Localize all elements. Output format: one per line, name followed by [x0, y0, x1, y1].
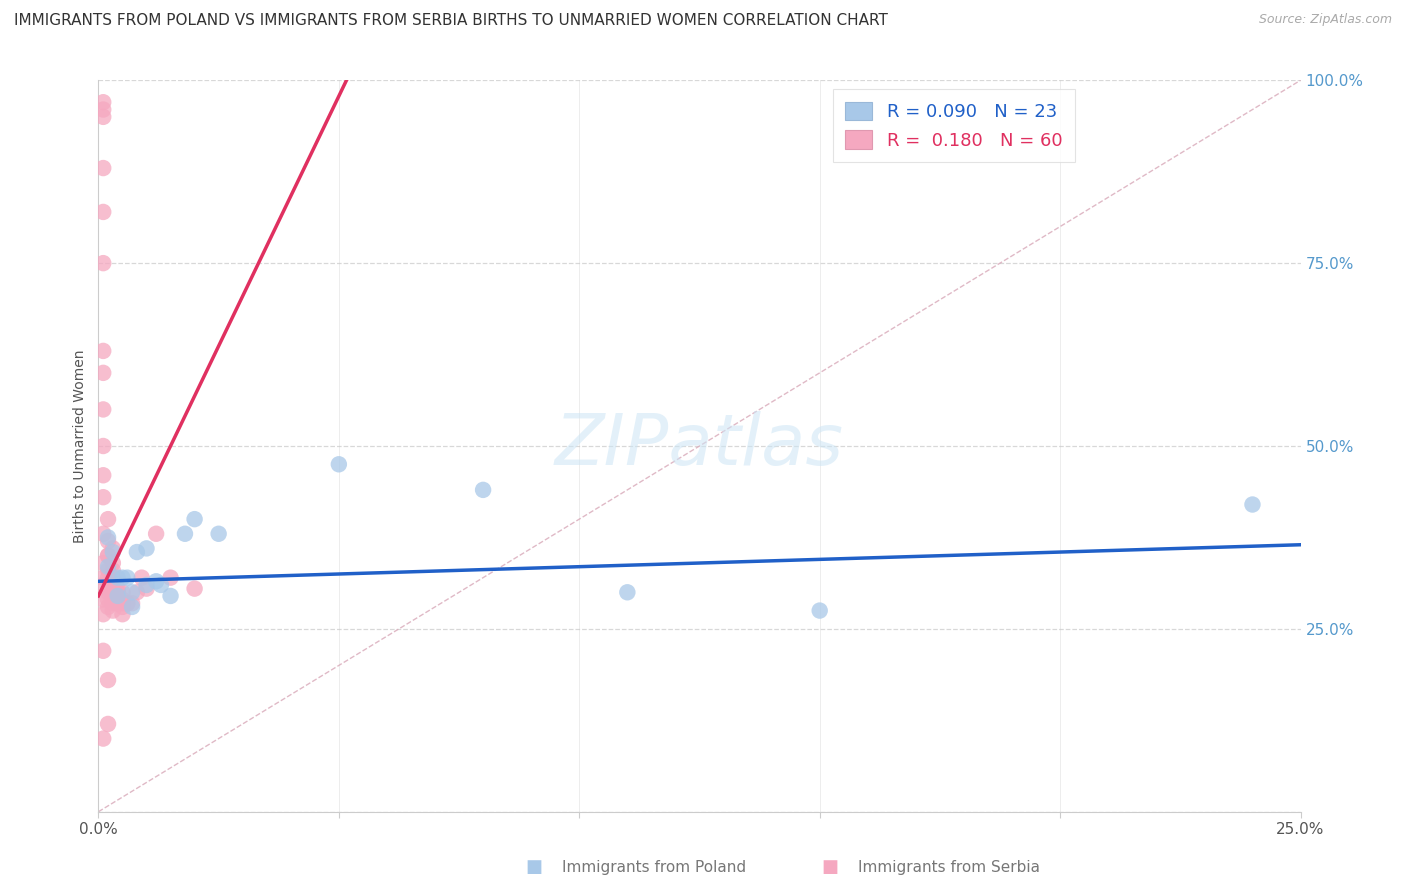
Text: Immigrants from Serbia: Immigrants from Serbia: [858, 860, 1039, 874]
Point: [101, 571, 124, 585]
Point: [328, 458, 350, 472]
Point: [97, 549, 120, 563]
Point: [97, 549, 120, 563]
Point: [101, 578, 124, 592]
Point: [107, 585, 129, 599]
Text: Source: ZipAtlas.com: Source: ZipAtlas.com: [1258, 13, 1392, 27]
Point: [159, 589, 181, 603]
Point: [135, 541, 157, 556]
Point: [97, 717, 120, 731]
Point: [1241, 498, 1264, 512]
Legend: R = 0.090   N = 23, R =  0.180   N = 60: R = 0.090 N = 23, R = 0.180 N = 60: [832, 89, 1076, 162]
Point: [808, 603, 831, 617]
Point: [111, 596, 134, 610]
Point: [107, 596, 129, 610]
Point: [107, 585, 129, 599]
Point: [135, 582, 157, 596]
Point: [111, 599, 134, 614]
Point: [159, 571, 181, 585]
Point: [117, 596, 139, 610]
Point: [111, 592, 134, 607]
Point: [101, 589, 124, 603]
Point: [97, 582, 120, 596]
Point: [131, 571, 153, 585]
Point: [121, 585, 143, 599]
Point: [107, 589, 129, 603]
Point: [91, 490, 114, 504]
Point: [208, 526, 231, 541]
Point: [145, 526, 167, 541]
Point: [91, 205, 114, 219]
Point: [111, 571, 134, 585]
Point: [91, 161, 114, 175]
Point: [107, 571, 129, 585]
Point: [91, 556, 114, 570]
Point: [101, 603, 124, 617]
Point: [111, 585, 134, 599]
Point: [91, 592, 114, 607]
Point: [97, 512, 120, 526]
Text: ■: ■: [821, 858, 838, 876]
Point: [117, 596, 139, 610]
Text: IMMIGRANTS FROM POLAND VS IMMIGRANTS FROM SERBIA BIRTHS TO UNMARRIED WOMEN CORRE: IMMIGRANTS FROM POLAND VS IMMIGRANTS FRO…: [14, 13, 889, 29]
Point: [91, 607, 114, 622]
Point: [91, 103, 114, 117]
Point: [145, 574, 167, 589]
Point: [91, 439, 114, 453]
Point: [183, 512, 205, 526]
Point: [91, 366, 114, 380]
Point: [97, 592, 120, 607]
Point: [135, 578, 157, 592]
Point: [97, 673, 120, 687]
Point: [101, 545, 124, 559]
Point: [91, 571, 114, 585]
Text: Immigrants from Poland: Immigrants from Poland: [562, 860, 747, 874]
Point: [101, 596, 124, 610]
Y-axis label: Births to Unmarried Women: Births to Unmarried Women: [73, 350, 87, 542]
Point: [91, 343, 114, 358]
Point: [121, 596, 143, 610]
Point: [117, 571, 139, 585]
Point: [472, 483, 495, 497]
Point: [101, 541, 124, 556]
Point: [125, 545, 148, 559]
Point: [101, 563, 124, 577]
Point: [97, 599, 120, 614]
Point: [91, 644, 114, 658]
Point: [616, 585, 638, 599]
Point: [91, 95, 114, 110]
Point: [97, 571, 120, 585]
Text: ZIPatlas: ZIPatlas: [555, 411, 844, 481]
Point: [149, 578, 172, 592]
Point: [107, 582, 129, 596]
Text: ■: ■: [526, 858, 543, 876]
Point: [125, 585, 148, 599]
Point: [97, 530, 120, 544]
Point: [121, 599, 143, 614]
Point: [183, 582, 205, 596]
Point: [107, 585, 129, 599]
Point: [174, 526, 197, 541]
Point: [91, 468, 114, 483]
Point: [97, 534, 120, 549]
Point: [97, 563, 120, 577]
Point: [101, 585, 124, 599]
Point: [111, 607, 134, 622]
Point: [97, 559, 120, 574]
Point: [91, 256, 114, 270]
Point: [91, 110, 114, 124]
Point: [101, 556, 124, 570]
Point: [91, 526, 114, 541]
Point: [91, 578, 114, 592]
Point: [97, 585, 120, 599]
Point: [91, 402, 114, 417]
Point: [91, 731, 114, 746]
